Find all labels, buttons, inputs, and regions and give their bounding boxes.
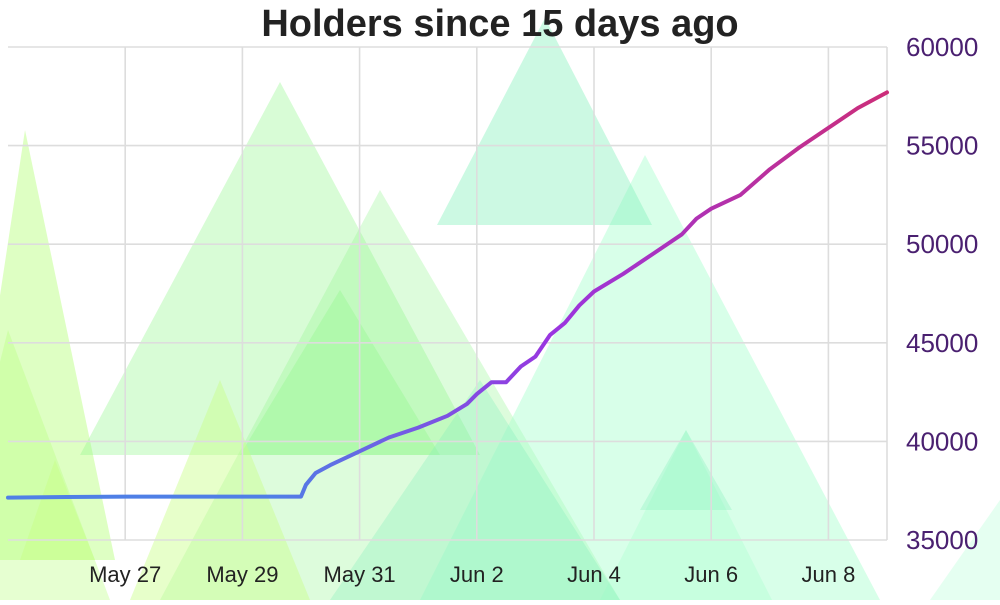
- x-axis-tick-labels: May 27 May 29 May 31 Jun 2 Jun 4 Jun 6 Jun 8: [89, 562, 855, 587]
- x-tick-label: May 27: [89, 562, 161, 587]
- y-axis-tick-labels: 35000 40000 45000 50000 55000 60000: [906, 32, 978, 555]
- background-triangle: [600, 430, 772, 600]
- y-tick-label: 35000: [906, 525, 978, 555]
- x-tick-label: May 29: [206, 562, 278, 587]
- background-decoration: [0, 18, 1000, 600]
- chart-title: Holders since 15 days ago: [261, 3, 739, 45]
- x-tick-label: Jun 8: [801, 562, 855, 587]
- background-triangle: [20, 460, 95, 560]
- background-triangle: [240, 290, 440, 455]
- background-triangle: [0, 130, 115, 560]
- series-layer: [6, 90, 889, 500]
- x-tick-label: Jun 4: [567, 562, 621, 587]
- x-tick-label: Jun 2: [450, 562, 504, 587]
- background-triangle: [80, 82, 480, 455]
- x-tick-label: May 31: [324, 562, 396, 587]
- y-tick-label: 40000: [906, 426, 978, 456]
- background-triangle: [437, 18, 652, 225]
- background-triangle: [130, 380, 310, 600]
- background-triangle: [640, 430, 732, 510]
- y-tick-label: 60000: [906, 32, 978, 62]
- background-triangle: [330, 380, 620, 600]
- background-triangle: [930, 500, 1000, 600]
- background-triangle: [420, 155, 880, 600]
- y-tick-label: 45000: [906, 328, 978, 358]
- x-tick-label: Jun 6: [684, 562, 738, 587]
- series-line: [6, 90, 889, 500]
- y-tick-label: 55000: [906, 131, 978, 161]
- gridlines: [8, 46, 888, 541]
- y-tick-label: 50000: [906, 229, 978, 259]
